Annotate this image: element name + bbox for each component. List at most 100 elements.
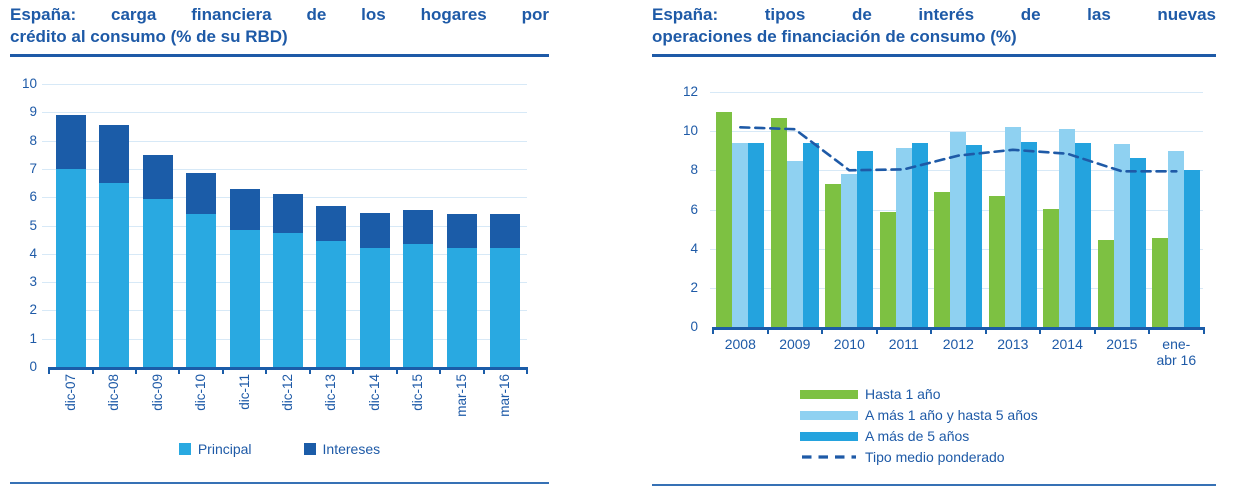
legend-item-intereses: Intereses bbox=[303, 441, 380, 457]
y-axis-label: 12 bbox=[682, 84, 698, 99]
x-axis-tick bbox=[1202, 327, 1205, 334]
legend-label: A más de 5 años bbox=[865, 428, 970, 444]
x-axis-tick bbox=[526, 367, 528, 374]
bar-segment-intereses bbox=[142, 154, 173, 199]
x-axis-tick bbox=[1039, 327, 1041, 334]
bar-hasta-1-año bbox=[1152, 237, 1169, 327]
x-axis-label: 2012 bbox=[942, 336, 974, 352]
left-chart-legend: Principal Intereses bbox=[10, 441, 549, 457]
bar-hasta-1-año bbox=[770, 118, 787, 327]
right-chart-legend: Hasta 1 año A más 1 año y hasta 5 años A m… bbox=[800, 386, 1038, 465]
bar-segment-principal bbox=[55, 168, 86, 367]
bar-segment-principal bbox=[99, 183, 130, 367]
y-axis-label: 2 bbox=[29, 302, 37, 318]
left-chart-title-line1: España: carga financiera de los hogares … bbox=[10, 5, 549, 24]
left-bottom-rule bbox=[10, 482, 549, 484]
x-axis-tick bbox=[178, 367, 181, 374]
gridline bbox=[42, 168, 527, 170]
y-axis-label: 4 bbox=[690, 240, 698, 256]
x-axis-label: dic-10 bbox=[193, 374, 209, 411]
y-axis-label: 8 bbox=[29, 132, 37, 148]
left-chart-title: España: carga financiera de los hogares … bbox=[10, 4, 549, 48]
bar-a-más-1-año-y-hasta-5-años bbox=[1059, 129, 1076, 327]
left-chart-title-line2: crédito al consumo (% de su RBD) bbox=[10, 27, 288, 46]
x-axis-tick bbox=[265, 367, 268, 374]
legend-item-hasta-1-año: Hasta 1 año bbox=[800, 386, 1038, 402]
bar-segment-intereses bbox=[359, 212, 390, 249]
gridline bbox=[42, 112, 527, 114]
right-chart-panel: España: tipos de interés de las nuevas o… bbox=[652, 0, 1216, 493]
bar-segment-intereses bbox=[403, 209, 434, 244]
bar-a-más-de-5-años bbox=[911, 142, 928, 327]
bar-segment-principal bbox=[229, 229, 260, 367]
x-axis-tick bbox=[134, 367, 137, 374]
x-axis-label: 2011 bbox=[888, 336, 919, 352]
bar-a-más-1-año-y-hasta-5-años bbox=[1168, 150, 1185, 328]
legend-swatch-intereses bbox=[303, 443, 316, 455]
legend-label: Principal bbox=[197, 441, 252, 457]
bar-a-más-1-año-y-hasta-5-años bbox=[950, 132, 967, 327]
right-chart-title: España: tipos de interés de las nuevas o… bbox=[652, 4, 1216, 48]
y-axis-label: 10 bbox=[21, 76, 37, 91]
right-chart-title-line2: operaciones de financiación de consumo (… bbox=[652, 27, 1017, 46]
bar-segment-principal bbox=[273, 232, 303, 367]
x-axis-tick bbox=[352, 367, 355, 374]
bar-a-más-de-5-años bbox=[1020, 141, 1037, 327]
x-axis-tick bbox=[439, 367, 442, 374]
x-axis-tick bbox=[91, 367, 94, 374]
bar-segment-principal bbox=[446, 248, 477, 367]
bar-segment-intereses bbox=[186, 173, 217, 215]
bar-a-más-1-año-y-hasta-5-años bbox=[786, 160, 803, 327]
legend-item-tipo-medio-ponderado: Tipo medio ponderado bbox=[800, 449, 1038, 465]
bar-a-más-1-año-y-hasta-5-años bbox=[1113, 143, 1130, 327]
x-axis-tick bbox=[821, 327, 823, 334]
y-axis-label: 0 bbox=[29, 359, 37, 374]
left-title-rule bbox=[10, 54, 549, 57]
x-axis-label: 2013 bbox=[997, 336, 1029, 352]
bar-segment-intereses bbox=[446, 214, 477, 249]
bar-segment-principal bbox=[359, 248, 390, 367]
dashed-line-icon bbox=[802, 455, 856, 459]
y-axis-label: 7 bbox=[29, 160, 37, 176]
right-chart-title-line1: España: tipos de interés de las nuevas bbox=[652, 5, 1216, 24]
bar-a-más-1-año-y-hasta-5-años bbox=[1004, 127, 1021, 328]
x-axis-tick bbox=[221, 367, 224, 374]
bar-hasta-1-año bbox=[1097, 239, 1114, 327]
x-axis-tick bbox=[984, 327, 987, 334]
right-title-rule bbox=[652, 54, 1216, 57]
bar-segment-intereses bbox=[55, 115, 86, 169]
y-axis-label: 3 bbox=[29, 274, 37, 290]
legend-label: Hasta 1 año bbox=[865, 386, 941, 402]
bar-hasta-1-año bbox=[934, 191, 951, 327]
x-axis-label: dic-09 bbox=[149, 374, 165, 411]
legend-label: Tipo medio ponderado bbox=[865, 449, 1005, 465]
bar-a-más-1-año-y-hasta-5-años bbox=[732, 142, 749, 327]
bar-hasta-1-año bbox=[1043, 208, 1060, 327]
x-axis-label: mar-16 bbox=[497, 374, 513, 417]
x-axis-label: dic-07 bbox=[62, 374, 78, 411]
y-axis-label: 6 bbox=[29, 189, 37, 205]
x-axis-label: dic-08 bbox=[106, 374, 122, 411]
bar-a-más-de-5-años bbox=[857, 150, 874, 328]
grouped-bar-line-chart: 0 2 4 6 8 10 12 2008 2009 2010 2011 2012 2013 2014 201… bbox=[652, 0, 1216, 493]
legend-label: A más 1 año y hasta 5 años bbox=[865, 407, 1038, 423]
x-axis-tick bbox=[308, 367, 311, 374]
x-axis-label: ene-abr 16 bbox=[1156, 336, 1197, 368]
y-axis-label: 10 bbox=[682, 123, 698, 139]
bar-a-más-1-año-y-hasta-5-años bbox=[895, 147, 912, 327]
bar-segment-principal bbox=[490, 248, 521, 367]
legend-item-principal: Principal bbox=[178, 441, 252, 457]
y-axis-label: 0 bbox=[690, 319, 698, 334]
bar-a-más-de-5-años bbox=[748, 142, 765, 327]
bar-a-más-1-año-y-hasta-5-años bbox=[841, 174, 858, 328]
x-axis-label: 2008 bbox=[724, 336, 756, 352]
bar-segment-intereses bbox=[99, 125, 130, 183]
bar-segment-principal bbox=[142, 198, 173, 367]
right-bottom-rule bbox=[652, 484, 1216, 486]
bar-segment-principal bbox=[186, 214, 217, 367]
x-axis-label: 2010 bbox=[833, 336, 865, 352]
legend-swatch-principal bbox=[178, 443, 191, 455]
x-axis-tick bbox=[712, 327, 714, 334]
y-axis-label: 4 bbox=[29, 245, 37, 261]
y-axis-label: 2 bbox=[690, 279, 698, 295]
